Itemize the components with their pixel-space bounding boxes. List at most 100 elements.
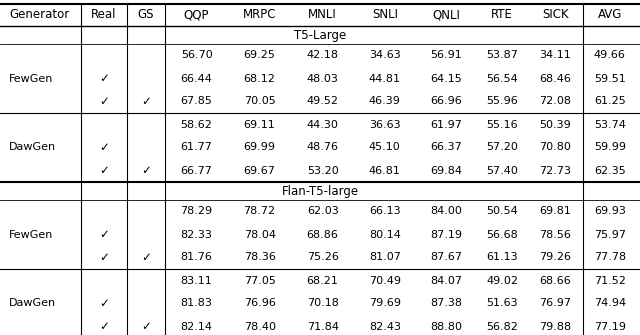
Text: FewGen: FewGen <box>9 73 53 83</box>
Text: 49.66: 49.66 <box>594 51 626 61</box>
Text: 78.72: 78.72 <box>244 206 276 216</box>
Text: 87.67: 87.67 <box>430 253 462 263</box>
Text: 75.97: 75.97 <box>594 229 626 240</box>
Text: 82.33: 82.33 <box>180 229 212 240</box>
Text: 55.16: 55.16 <box>486 120 518 130</box>
Text: 36.63: 36.63 <box>369 120 401 130</box>
Text: 77.78: 77.78 <box>594 253 626 263</box>
Text: FewGen: FewGen <box>9 229 53 240</box>
Text: 69.81: 69.81 <box>540 206 572 216</box>
Text: Real: Real <box>91 8 116 21</box>
Text: MNLI: MNLI <box>308 8 337 21</box>
Text: 66.37: 66.37 <box>430 142 462 152</box>
Text: 87.38: 87.38 <box>430 298 462 309</box>
Text: 79.26: 79.26 <box>540 253 572 263</box>
Text: 53.20: 53.20 <box>307 165 339 176</box>
Text: 66.13: 66.13 <box>369 206 401 216</box>
Text: 69.67: 69.67 <box>244 165 276 176</box>
Text: 61.97: 61.97 <box>430 120 462 130</box>
Text: 61.77: 61.77 <box>180 142 212 152</box>
Text: 76.96: 76.96 <box>244 298 276 309</box>
Text: ✓: ✓ <box>99 141 109 154</box>
Text: 56.54: 56.54 <box>486 73 518 83</box>
Text: 49.02: 49.02 <box>486 275 518 285</box>
Text: 78.04: 78.04 <box>244 229 276 240</box>
Text: ✓: ✓ <box>99 297 109 310</box>
Text: 78.40: 78.40 <box>244 322 276 332</box>
Text: DawGen: DawGen <box>9 298 56 309</box>
Text: 79.69: 79.69 <box>369 298 401 309</box>
Text: 69.84: 69.84 <box>430 165 462 176</box>
Text: 66.77: 66.77 <box>180 165 212 176</box>
Text: 68.86: 68.86 <box>307 229 339 240</box>
Text: 59.99: 59.99 <box>594 142 626 152</box>
Text: 61.13: 61.13 <box>486 253 518 263</box>
Text: 44.81: 44.81 <box>369 73 401 83</box>
Text: 53.87: 53.87 <box>486 51 518 61</box>
Text: SNLI: SNLI <box>372 8 398 21</box>
Text: 78.29: 78.29 <box>180 206 212 216</box>
Text: 87.19: 87.19 <box>430 229 462 240</box>
Text: 64.15: 64.15 <box>430 73 462 83</box>
Text: 84.00: 84.00 <box>430 206 462 216</box>
Text: 62.35: 62.35 <box>594 165 626 176</box>
Text: 55.96: 55.96 <box>486 96 518 107</box>
Text: 70.49: 70.49 <box>369 275 401 285</box>
Text: 69.25: 69.25 <box>244 51 276 61</box>
Text: MRPC: MRPC <box>243 8 276 21</box>
Text: 56.82: 56.82 <box>486 322 518 332</box>
Text: 61.25: 61.25 <box>594 96 626 107</box>
Text: 48.03: 48.03 <box>307 73 339 83</box>
Text: ✓: ✓ <box>141 320 151 333</box>
Text: 77.19: 77.19 <box>594 322 626 332</box>
Text: 81.07: 81.07 <box>369 253 401 263</box>
Text: SICK: SICK <box>542 8 569 21</box>
Text: 80.14: 80.14 <box>369 229 401 240</box>
Text: ✓: ✓ <box>141 95 151 108</box>
Text: Generator: Generator <box>9 8 69 21</box>
Text: 44.30: 44.30 <box>307 120 339 130</box>
Text: 58.62: 58.62 <box>180 120 212 130</box>
Text: 42.18: 42.18 <box>307 51 339 61</box>
Text: 51.63: 51.63 <box>486 298 518 309</box>
Text: 75.26: 75.26 <box>307 253 339 263</box>
Text: 78.56: 78.56 <box>540 229 572 240</box>
Text: 66.44: 66.44 <box>180 73 212 83</box>
Text: 34.11: 34.11 <box>540 51 572 61</box>
Text: 72.08: 72.08 <box>540 96 572 107</box>
Text: 57.40: 57.40 <box>486 165 518 176</box>
Text: 70.80: 70.80 <box>540 142 572 152</box>
Text: 76.97: 76.97 <box>540 298 572 309</box>
Text: 69.99: 69.99 <box>244 142 276 152</box>
Text: 71.84: 71.84 <box>307 322 339 332</box>
Text: 79.88: 79.88 <box>540 322 572 332</box>
Text: DawGen: DawGen <box>9 142 56 152</box>
Text: 72.73: 72.73 <box>540 165 572 176</box>
Text: AVG: AVG <box>598 8 622 21</box>
Text: 82.14: 82.14 <box>180 322 212 332</box>
Text: 48.76: 48.76 <box>307 142 339 152</box>
Text: QQP: QQP <box>184 8 209 21</box>
Text: ✓: ✓ <box>99 164 109 177</box>
Text: GS: GS <box>138 8 154 21</box>
Text: 49.52: 49.52 <box>307 96 339 107</box>
Text: 69.93: 69.93 <box>594 206 626 216</box>
Text: ✓: ✓ <box>99 320 109 333</box>
Text: 34.63: 34.63 <box>369 51 401 61</box>
Text: 46.81: 46.81 <box>369 165 401 176</box>
Text: 59.51: 59.51 <box>594 73 626 83</box>
Text: 45.10: 45.10 <box>369 142 401 152</box>
Text: 81.76: 81.76 <box>180 253 212 263</box>
Text: 83.11: 83.11 <box>180 275 212 285</box>
Text: 56.68: 56.68 <box>486 229 518 240</box>
Text: T5-Large: T5-Large <box>294 28 346 42</box>
Text: Flan-T5-large: Flan-T5-large <box>282 185 358 198</box>
Text: 69.11: 69.11 <box>244 120 275 130</box>
Text: ✓: ✓ <box>99 251 109 264</box>
Text: 62.03: 62.03 <box>307 206 339 216</box>
Text: ✓: ✓ <box>141 164 151 177</box>
Text: 78.36: 78.36 <box>244 253 276 263</box>
Text: 68.12: 68.12 <box>244 73 276 83</box>
Text: ✓: ✓ <box>99 95 109 108</box>
Text: 70.05: 70.05 <box>244 96 275 107</box>
